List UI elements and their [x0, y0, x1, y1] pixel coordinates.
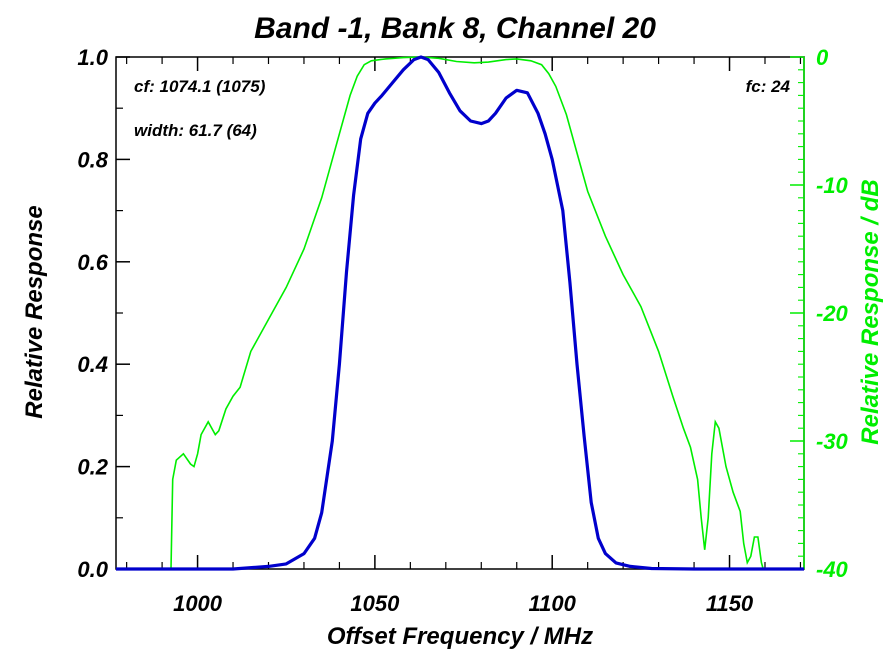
y2-axis-label: Relative Response / dB — [857, 179, 884, 444]
y-tick-label: 0.6 — [77, 250, 108, 275]
y-axis-label: Relative Response — [21, 205, 48, 418]
width-annotation: width: 61.7 (64) — [134, 121, 257, 140]
x-axis-label: Offset Frequency / MHz — [327, 623, 593, 650]
chart-title: Band -1, Bank 8, Channel 20 — [254, 12, 656, 45]
y-axis-right: 0 -10 -20 -30 -40 — [790, 45, 849, 582]
x-tick-label: 1000 — [173, 591, 223, 616]
linear-response-line — [116, 55, 804, 571]
cf-annotation: cf: 1074.1 (1075) — [134, 77, 266, 96]
y-tick-label: 0.0 — [77, 557, 108, 582]
y2-tick-label: -20 — [816, 301, 849, 326]
y-tick-label: 0.2 — [77, 455, 108, 480]
y2-tick-label: -30 — [816, 429, 849, 454]
fc-annotation: fc: 24 — [746, 77, 791, 96]
db-response-line — [170, 56, 764, 570]
y2-tick-label: 0 — [816, 45, 829, 70]
x-tick-label: 1050 — [350, 591, 400, 616]
x-tick-label: 1150 — [706, 591, 754, 616]
y-axis-left: 0.0 0.2 0.4 0.6 0.8 1.0 — [77, 45, 130, 582]
x-axis: 1000 1050 1100 1150 — [126, 57, 802, 616]
y-tick-label: 0.8 — [77, 147, 108, 172]
y2-tick-label: -40 — [816, 557, 849, 582]
y-tick-label: 0.4 — [77, 352, 108, 377]
y2-tick-label: -10 — [816, 173, 849, 198]
y-tick-label: 1.0 — [77, 45, 108, 70]
x-tick-label: 1100 — [529, 591, 577, 616]
